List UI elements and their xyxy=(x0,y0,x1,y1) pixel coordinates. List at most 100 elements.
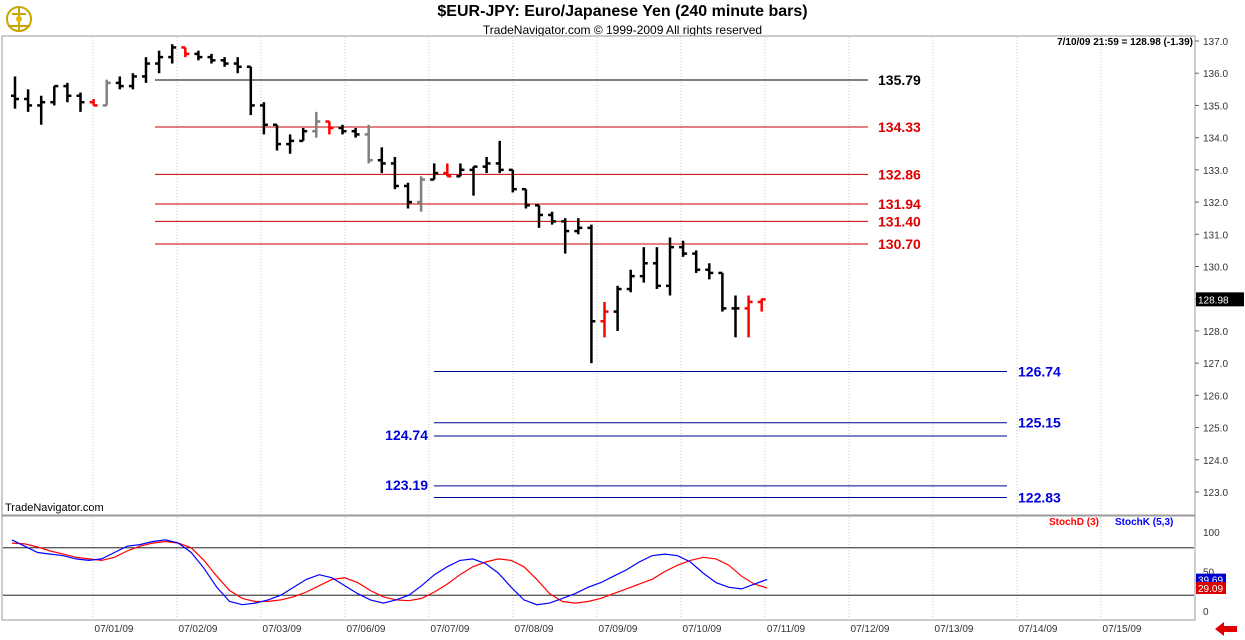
ohlc-bar xyxy=(312,111,321,138)
stoch-series-line xyxy=(11,539,768,606)
copyright-line: TradeNavigator.com © 1999-2009 All right… xyxy=(482,23,763,37)
ohlc-bar xyxy=(666,237,674,296)
ohlc-bar xyxy=(299,127,308,143)
ohlc-bar xyxy=(731,295,740,338)
y-tick-label: 126.0 xyxy=(1203,391,1228,402)
ohlc-bar xyxy=(521,187,530,209)
ohlc-bar xyxy=(600,301,609,338)
ohlc-bar xyxy=(587,224,596,364)
y-tick-label: 134.0 xyxy=(1203,134,1228,145)
y-tick-label: 136.0 xyxy=(1203,69,1228,80)
level-label: 122.83 xyxy=(1018,489,1061,505)
ohlc-bar xyxy=(613,285,622,331)
ohlc-bar xyxy=(364,124,373,164)
ohlc-bar xyxy=(548,211,557,225)
ohlc-bar xyxy=(456,163,465,178)
ohlc-bar xyxy=(574,218,583,235)
ohlc-bar xyxy=(338,124,347,135)
ohlc-bar xyxy=(89,98,98,107)
y-tick-label: 135.0 xyxy=(1203,101,1228,112)
x-gridlines xyxy=(92,37,1102,619)
osc-tick-label: 50 xyxy=(1203,568,1215,579)
ohlc-bar xyxy=(705,263,714,280)
y-tick-label: 133.0 xyxy=(1203,166,1228,177)
x-tick-label: 07/13/09 xyxy=(935,624,974,635)
x-tick-label: 07/02/09 xyxy=(179,624,218,635)
ohlc-bar xyxy=(652,247,661,290)
last-price-label: 128.98 xyxy=(1198,295,1229,306)
ohlc-bar xyxy=(430,163,439,181)
level-label: 131.40 xyxy=(878,213,921,229)
ohlc-bar xyxy=(168,44,177,64)
ohlc-bar xyxy=(390,156,399,190)
ohlc-bar xyxy=(744,295,753,338)
ohlc-bar xyxy=(692,250,701,273)
y-tick-label: 131.0 xyxy=(1203,230,1228,241)
ohlc-bar xyxy=(495,140,504,174)
scroll-left-arrow-icon[interactable] xyxy=(1213,621,1239,637)
y-tick-label: 127.0 xyxy=(1203,359,1228,370)
ohlc-bar xyxy=(246,65,255,116)
ohlc-bar xyxy=(535,204,543,228)
level-label: 134.33 xyxy=(878,119,921,135)
osc-last-value-label: 39.69 xyxy=(1198,576,1223,587)
level-label: 125.15 xyxy=(1018,415,1061,431)
ohlc-bar xyxy=(639,247,648,283)
ohlc-bar xyxy=(377,147,386,174)
ohlc-bar xyxy=(443,163,452,178)
ohlc-bar xyxy=(626,269,635,293)
ohlc-bar xyxy=(37,95,46,125)
ohlc-bars xyxy=(11,44,766,364)
last-price-box xyxy=(1196,292,1244,307)
level-label: 130.70 xyxy=(878,236,921,252)
osc-tick-label: 0 xyxy=(1203,607,1209,618)
level-label: 123.19 xyxy=(385,477,428,493)
oscillator-pane-border xyxy=(1,515,1196,621)
x-tick-label: 07/03/09 xyxy=(263,624,302,635)
ohlc-bar xyxy=(128,73,137,90)
ohlc-bar xyxy=(207,53,216,64)
ohlc-bar xyxy=(286,134,295,154)
ohlc-bar xyxy=(11,76,19,109)
stoch-d-legend: StochD (3) xyxy=(1049,517,1099,528)
x-tick-label: 07/15/09 xyxy=(1103,624,1142,635)
x-tick-label: 07/11/09 xyxy=(767,624,806,635)
ohlc-bar xyxy=(273,123,281,151)
y-tick-label: 125.0 xyxy=(1203,424,1228,435)
level-label: 131.94 xyxy=(878,196,921,212)
ohlc-bar xyxy=(325,120,334,135)
ohlc-bar xyxy=(102,79,111,107)
date-axis: 07/01/09 07/02/09 07/03/09 07/06/09 07/07/09… xyxy=(95,624,1142,635)
ohlc-bar xyxy=(50,84,59,106)
osc-last-value-label: 29.09 xyxy=(1198,584,1223,595)
ohlc-bar xyxy=(469,165,478,196)
level-label: 132.86 xyxy=(878,166,921,182)
osc-last-value-box xyxy=(1196,582,1226,595)
stoch-k-legend: StochK (5,3) xyxy=(1115,517,1174,528)
sextant-logo-icon xyxy=(6,6,32,32)
ohlc-bar xyxy=(115,76,124,90)
ohlc-bar xyxy=(351,127,360,138)
ohlc-bar xyxy=(233,57,242,74)
ohlc-bar xyxy=(259,102,268,135)
y-tick-label: 132.0 xyxy=(1203,198,1228,209)
level-label: 124.74 xyxy=(385,427,428,443)
x-tick-label: 07/14/09 xyxy=(1019,624,1058,635)
y-tick-label: 123.0 xyxy=(1203,488,1228,499)
y-tick-label: 137.0 xyxy=(1203,37,1228,48)
ohlc-bar xyxy=(417,176,426,212)
ohlc-bar xyxy=(561,218,570,254)
ohlc-bar xyxy=(63,82,72,103)
stoch-series-line xyxy=(11,540,768,604)
x-tick-label: 07/09/09 xyxy=(599,624,638,635)
ohlc-bar xyxy=(508,168,517,193)
x-tick-label: 07/12/09 xyxy=(851,624,890,635)
ohlc-bar xyxy=(24,89,33,112)
ohlc-bar xyxy=(679,240,688,257)
osc-tick-label: 100 xyxy=(1203,528,1220,539)
price-pane-border xyxy=(1,35,1196,516)
watermark-label: TradeNavigator.com xyxy=(5,502,104,514)
